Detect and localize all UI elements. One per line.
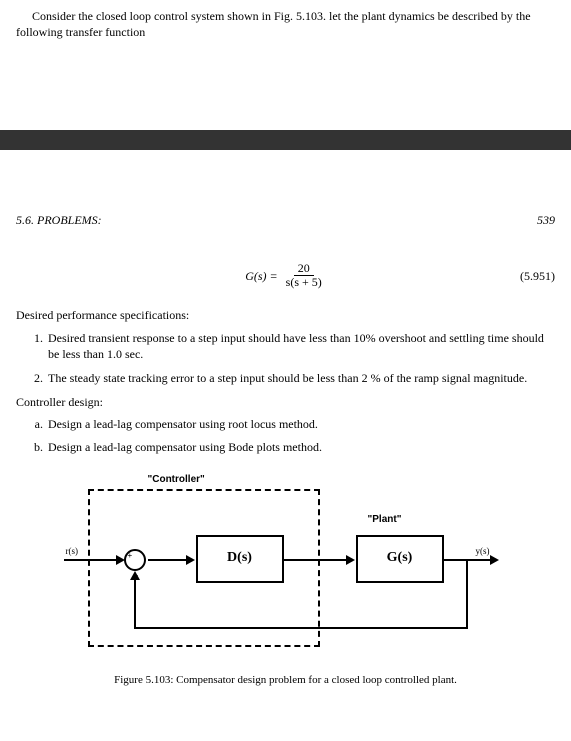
arrow-icon <box>490 555 499 565</box>
controller-block: D(s) <box>196 535 284 583</box>
signal-line <box>466 559 468 629</box>
page-content: G(s) = 20 s(s + 5) (5.951) Desired perfo… <box>0 234 571 688</box>
block-diagram: "Controller" "Plant" r(s) + − D(s) G(s) … <box>56 473 516 663</box>
design-item: Design a lead-lag compensator using root… <box>46 416 555 432</box>
output-signal-label: y(s) <box>476 545 490 557</box>
arrow-icon <box>346 555 355 565</box>
input-signal-label: r(s) <box>66 545 79 557</box>
plant-block-label: G(s) <box>387 549 413 568</box>
design-item: Design a lead-lag compensator using Bode… <box>46 439 555 455</box>
page-divider-band <box>0 130 571 150</box>
sum-plus-label: + <box>128 551 133 562</box>
signal-line <box>444 559 496 561</box>
page-number: 539 <box>537 212 555 228</box>
signal-line <box>64 559 122 561</box>
signal-line <box>134 573 136 629</box>
arrow-icon <box>186 555 195 565</box>
design-heading: Controller design: <box>16 394 555 410</box>
figure-caption: Figure 5.103: Compensator design problem… <box>16 673 555 688</box>
intro-text: Consider the closed loop control system … <box>16 8 555 40</box>
plant-label: "Plant" <box>368 513 402 527</box>
problem-intro: Consider the closed loop control system … <box>0 0 571 44</box>
equation-fraction: 20 s(s + 5) <box>282 262 326 289</box>
equation-number: (5.951) <box>520 268 555 284</box>
specs-list: Desired transient response to a step inp… <box>16 330 555 387</box>
specs-heading: Desired performance specifications: <box>16 307 555 323</box>
design-list: Design a lead-lag compensator using root… <box>16 416 555 454</box>
signal-line <box>134 627 468 629</box>
section-header: 5.6. PROBLEMS: 539 <box>0 210 571 230</box>
specs-item: The steady state tracking error to a ste… <box>46 370 555 386</box>
plant-block: G(s) <box>356 535 444 583</box>
equation-denominator: s(s + 5) <box>282 276 326 289</box>
signal-line <box>284 559 352 561</box>
specs-item: Desired transient response to a step inp… <box>46 330 555 362</box>
controller-block-label: D(s) <box>227 549 252 568</box>
controller-label: "Controller" <box>148 473 205 487</box>
equation-lhs: G(s) = <box>245 268 277 284</box>
arrow-icon <box>130 571 140 580</box>
equation-numerator: 20 <box>294 262 314 276</box>
section-label: 5.6. PROBLEMS: <box>16 212 102 228</box>
equation-row: G(s) = 20 s(s + 5) (5.951) <box>16 262 555 289</box>
